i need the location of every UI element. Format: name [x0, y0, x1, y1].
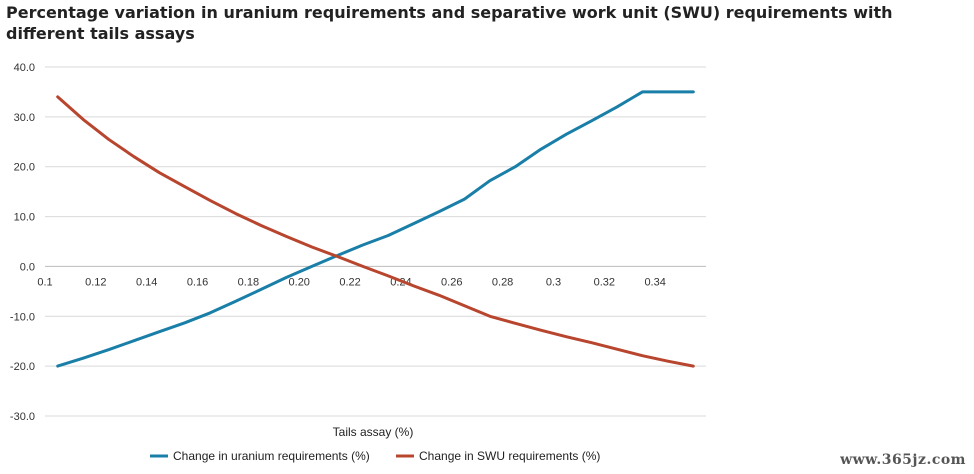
legend-label: Change in SWU requirements (%): [419, 449, 600, 463]
x-tick-label: 0.22: [339, 276, 360, 288]
chart-title: Percentage variation in uranium requirem…: [6, 3, 893, 43]
x-tick-label: 0.16: [187, 276, 208, 288]
y-tick-label: 20.0: [14, 162, 35, 174]
x-tick-label: 0.34: [644, 276, 665, 288]
x-tick-label: 0.20: [289, 276, 310, 288]
y-tick-label: 0.0: [20, 261, 35, 273]
y-tick-label: 40.0: [14, 62, 35, 74]
y-tick-label: -10.0: [10, 311, 35, 323]
watermark-text: www.365jz.com: [840, 452, 966, 468]
y-axis-ticks: 40.0 30.0 20.0 10.0 0.0 -10.0 -20.0 -30.0: [10, 62, 35, 423]
x-tick-label: 0.32: [594, 276, 615, 288]
y-tick-label: -20.0: [10, 361, 35, 373]
series-line-1: [56, 90, 695, 368]
x-axis-title: Tails assay (%): [333, 425, 414, 439]
y-tick-label: 30.0: [14, 112, 35, 124]
legend-label: Change in uranium requirements (%): [173, 449, 370, 463]
y-tick-label: -30.0: [10, 411, 35, 423]
x-tick-label: 0.28: [492, 276, 513, 288]
x-tick-label: 0.1: [37, 276, 52, 288]
x-tick-label: 0.26: [441, 276, 462, 288]
x-axis-ticks: 0.1 0.12 0.14 0.16 0.18 0.20 0.22 0.24 0.26 0.28 0…: [37, 276, 666, 288]
x-tick-label: 0.3: [546, 276, 561, 288]
x-tick-label: 0.14: [136, 276, 157, 288]
series-lines: [56, 90, 695, 368]
x-tick-label: 0.12: [85, 276, 106, 288]
x-tick-label: 0.18: [238, 276, 259, 288]
legend: Change in uranium requirements (%) Change…: [150, 449, 600, 463]
y-tick-label: 10.0: [14, 212, 35, 224]
series-line-2: [56, 95, 695, 368]
